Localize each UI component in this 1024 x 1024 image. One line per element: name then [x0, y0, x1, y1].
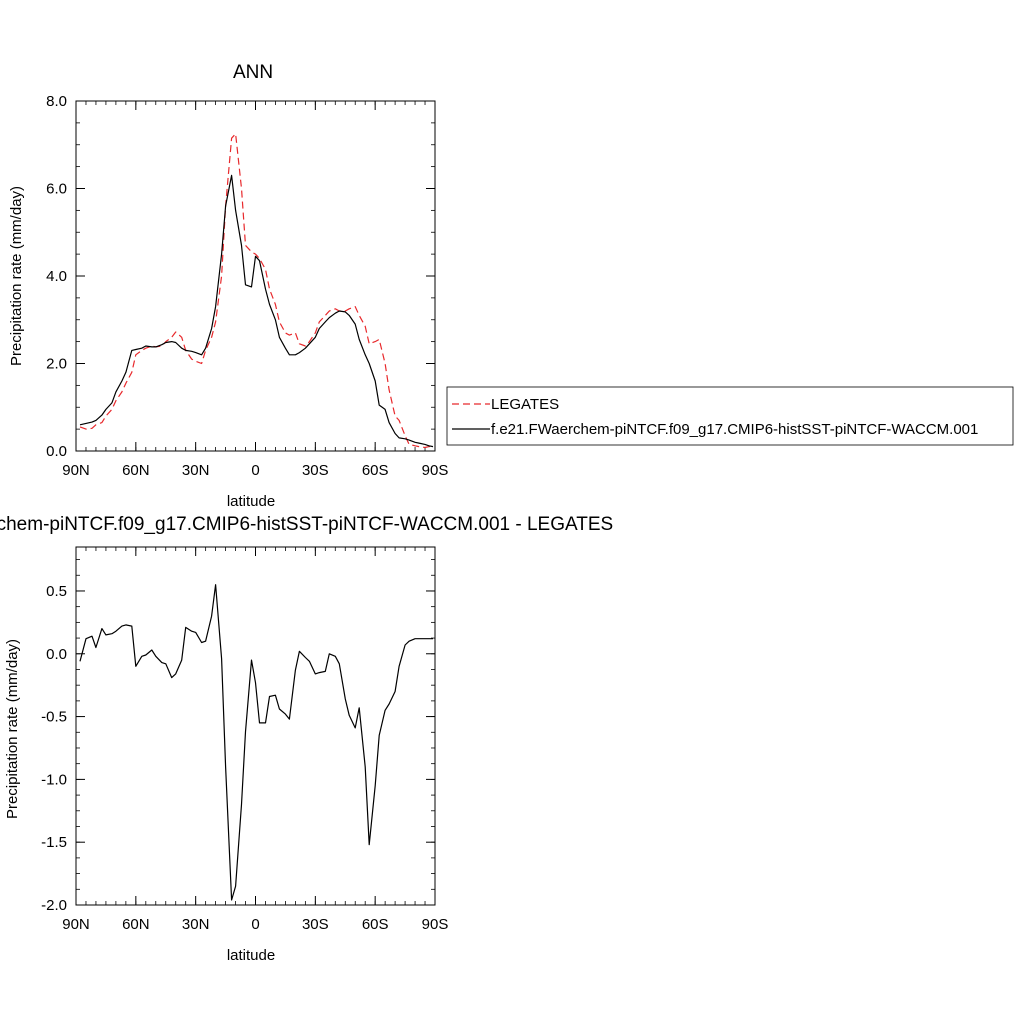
bottom-y-axis-label: Precipitation rate (mm/day) — [4, 639, 21, 819]
top-x-axis-label: latitude — [227, 493, 275, 510]
bottom-y-tick-label: -1.5 — [41, 834, 67, 851]
top-plot-frame — [75, 100, 436, 452]
bottom-x-tick-label: 60N — [122, 916, 150, 933]
legend-label-model: f.e21.FWaerchem-piNTCF.f09_g17.CMIP6-his… — [491, 421, 978, 438]
bottom-y-tick-label: 0.0 — [46, 646, 67, 663]
bottom-y-tick-label: -0.5 — [41, 709, 67, 726]
bottom-y-tick-label: -1.0 — [41, 771, 67, 788]
legend-label-legates: LEGATES — [491, 396, 559, 413]
top-x-tick-label: 30S — [302, 462, 329, 479]
bottom-x-tick-label: 90N — [62, 916, 90, 933]
bottom-x-tick-label: 30N — [182, 916, 210, 933]
bottom-plot-area: 90N 60N 30N 0 30S 60S 90S -2.0 -1.5 -1.0 -0.5 0.0 0.… — [41, 546, 449, 933]
top-y-tick-label: 0.0 — [46, 443, 67, 460]
top-x-tick-label: 30N — [182, 462, 210, 479]
top-x-tick-label: 60N — [122, 462, 150, 479]
bottom-x-tick-label: 30S — [302, 916, 329, 933]
bottom-x-tick-label: 0 — [251, 916, 259, 933]
bottom-x-tick-label: 60S — [362, 916, 389, 933]
top-x-tick-label: 90N — [62, 462, 90, 479]
legend: LEGATES f.e21.FWaerchem-piNTCF.f09_g17.C… — [446, 386, 1014, 446]
top-x-tick-label: 60S — [362, 462, 389, 479]
bottom-panel: f.e21.FWaerchem-piNTCF.f09_g17.CMIP6-his… — [0, 514, 613, 964]
top-y-tick-label: 4.0 — [46, 268, 67, 285]
top-panel: ANN 90N 60N 30N 0 30S 60S 90S 0.0 2.0 4.0 6.0 8.0 l… — [8, 62, 448, 510]
bottom-y-tick-label: 0.5 — [46, 583, 67, 600]
legend-box — [446, 386, 1014, 446]
bottom-x-tick-label: 90S — [422, 916, 449, 933]
bottom-chart-title: f.e21.FWaerchem-piNTCF.f09_g17.CMIP6-his… — [0, 514, 613, 535]
top-series-line-model — [79, 174, 434, 448]
top-chart-title: ANN — [233, 62, 273, 83]
top-y-axis-label: Precipitation rate (mm/day) — [8, 186, 25, 366]
top-y-tick-label: 6.0 — [46, 181, 67, 198]
top-plot-area: 90N 60N 30N 0 30S 60S 90S 0.0 2.0 4.0 6.0 8.0 — [46, 93, 448, 479]
bottom-y-tick-label: -2.0 — [41, 897, 67, 914]
top-y-tick-label: 8.0 — [46, 93, 67, 110]
top-x-tick-label: 0 — [251, 462, 259, 479]
top-series-line-legates — [79, 133, 434, 449]
top-y-tick-label: 2.0 — [46, 356, 67, 373]
top-x-tick-label: 90S — [422, 462, 449, 479]
bottom-series-line-model — [79, 584, 433, 901]
bottom-x-axis-label: latitude — [227, 947, 275, 964]
